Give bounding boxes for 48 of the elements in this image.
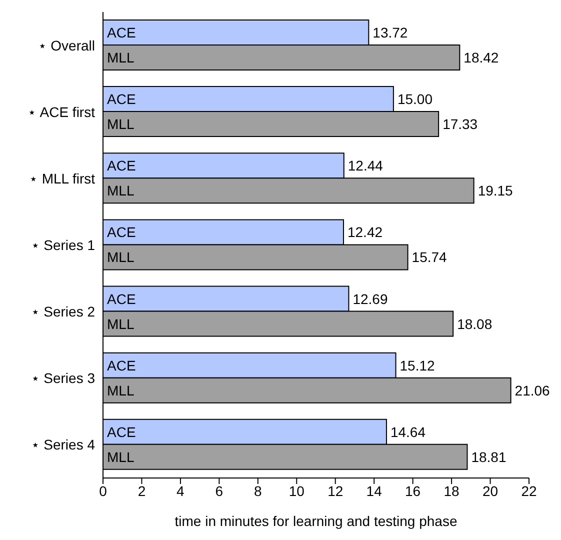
data-label: 15.00 xyxy=(397,91,433,108)
data-label: 12.69 xyxy=(352,290,388,307)
data-label: 13.72 xyxy=(372,24,408,40)
data-label: 12.44 xyxy=(348,158,384,174)
x-axis-title: time in minutes for learning and testing phase xyxy=(174,513,458,529)
data-label: 21.06 xyxy=(514,382,550,398)
series-label: ACE xyxy=(107,24,136,40)
text: ACE xyxy=(107,290,136,307)
data-label: 15.12 xyxy=(400,357,436,374)
text: MLL xyxy=(107,448,134,465)
x-tick-label: 18 xyxy=(444,482,460,499)
series-label: MLL xyxy=(107,49,134,66)
x-tick-label: 14 xyxy=(366,482,382,499)
y-tick-label: ⋆ Series 2 xyxy=(30,304,96,320)
text: MLL xyxy=(107,116,134,132)
text: MLL xyxy=(107,316,134,332)
data-label: 18.81 xyxy=(471,448,506,465)
text: ACE xyxy=(107,91,136,108)
text: MLL xyxy=(107,182,134,199)
y-tick-label: ⋆ Series 3 xyxy=(30,370,96,386)
data-label: 18.08 xyxy=(457,316,492,332)
x-tick-label: 22 xyxy=(521,482,537,499)
x-tick-label: 20 xyxy=(482,482,498,499)
data-label: 18.42 xyxy=(464,49,499,66)
text: MLL xyxy=(107,249,134,266)
text: ACE xyxy=(107,357,136,374)
data-label: 19.15 xyxy=(478,182,514,199)
x-tick-label: 2 xyxy=(138,482,146,499)
y-tick-label: ⋆ ACE first xyxy=(28,104,96,120)
x-tick-label: 8 xyxy=(254,482,262,499)
x-tick-label: 10 xyxy=(288,482,305,499)
data-label: 17.33 xyxy=(442,116,478,132)
x-tick-label: 4 xyxy=(176,482,185,499)
x-tick-label: 16 xyxy=(405,482,421,499)
data-label: 12.42 xyxy=(347,224,383,240)
x-tick-label: 12 xyxy=(328,482,344,499)
text: ACE xyxy=(107,158,136,174)
x-tick-label: 6 xyxy=(215,482,224,499)
data-label: 15.74 xyxy=(412,249,448,266)
y-tick-label: ⋆ MLL first xyxy=(28,170,96,186)
x-tick-label: 0 xyxy=(99,482,108,499)
data-label: 14.64 xyxy=(390,424,426,440)
y-tick-label: ⋆ Series 4 xyxy=(30,436,96,453)
y-tick-label: ⋆ Series 1 xyxy=(30,236,96,253)
text: MLL xyxy=(107,382,134,398)
y-tick-label: ⋆ Overall xyxy=(38,37,95,54)
text: ACE xyxy=(107,424,136,440)
text: ACE xyxy=(107,224,136,240)
